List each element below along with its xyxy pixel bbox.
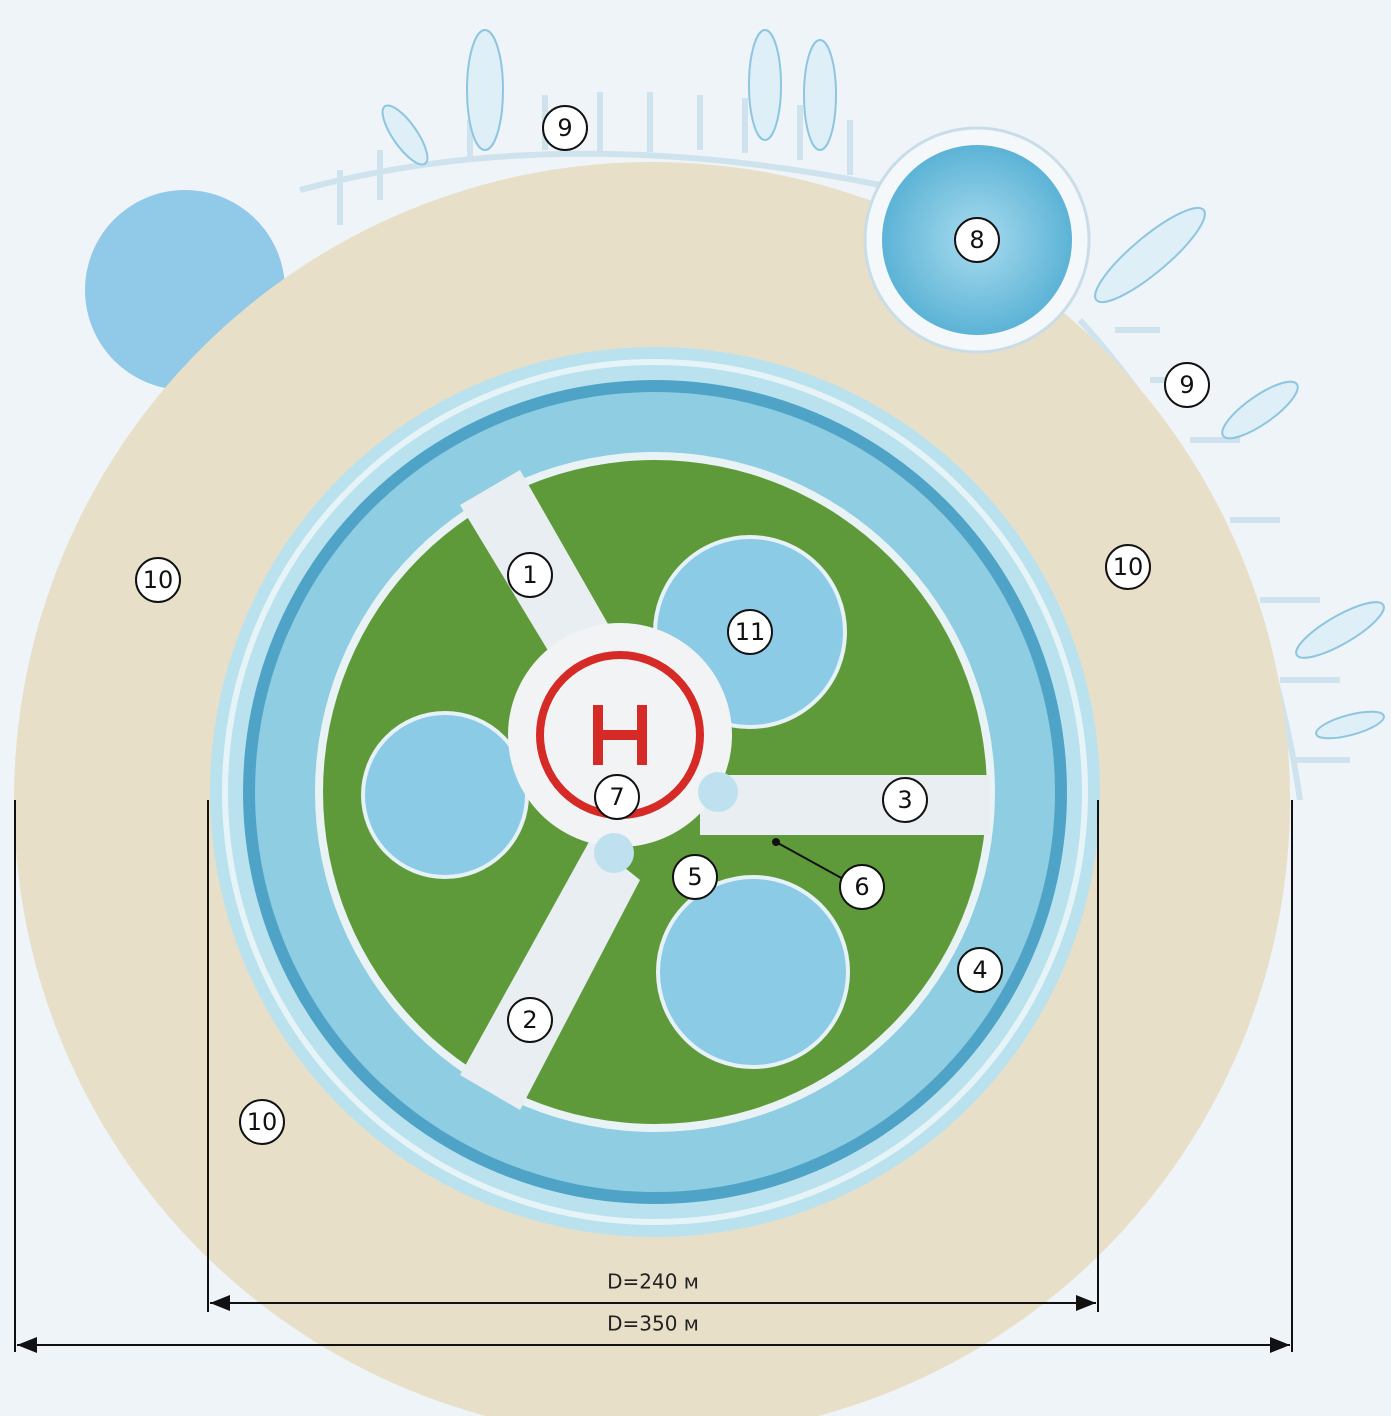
marker-label: 7 <box>609 783 624 811</box>
marker-circle <box>882 777 928 823</box>
marker-label: 6 <box>854 873 869 901</box>
marker-label: 11 <box>735 618 766 646</box>
marker-circle <box>954 217 1000 263</box>
marker-circle <box>542 105 588 151</box>
marker-circle <box>507 997 553 1043</box>
kiosk <box>698 772 738 812</box>
marker-label: 10 <box>1113 553 1144 581</box>
marker-label: 10 <box>247 1108 278 1136</box>
marker-circle <box>957 947 1003 993</box>
marker-circle <box>594 774 640 820</box>
marker-label: 9 <box>557 114 572 142</box>
marker-label: 4 <box>972 956 987 984</box>
kiosk <box>594 833 634 873</box>
helipad-h <box>593 705 647 765</box>
marker-circle <box>672 854 718 900</box>
dimension-label: D=350 м <box>607 1312 699 1336</box>
marker-circle <box>507 552 553 598</box>
marker-circle <box>1164 362 1210 408</box>
markers: 1 2 3 4 5 6 7 8 9 9 10 10 10 11 <box>135 105 1210 1145</box>
marker-label: 10 <box>143 566 174 594</box>
leader-line <box>775 841 846 881</box>
boats <box>381 29 1385 740</box>
ring-line <box>222 359 1088 1225</box>
marker-label: 3 <box>897 786 912 814</box>
marker-label: 2 <box>522 1006 537 1034</box>
dimension-label: D=240 м <box>607 1270 699 1294</box>
marker-label: 8 <box>969 226 984 254</box>
dimension-lines <box>14 800 1293 1353</box>
marker-label: 9 <box>1179 371 1194 399</box>
marker-label: 1 <box>522 561 537 589</box>
marker-circle <box>1105 544 1151 590</box>
marker-circle <box>239 1099 285 1145</box>
marker-circle <box>839 864 885 910</box>
marker-label: 5 <box>687 863 702 891</box>
marker-circle <box>727 609 773 655</box>
leader-dot <box>772 838 780 846</box>
marker-circle <box>135 557 181 603</box>
